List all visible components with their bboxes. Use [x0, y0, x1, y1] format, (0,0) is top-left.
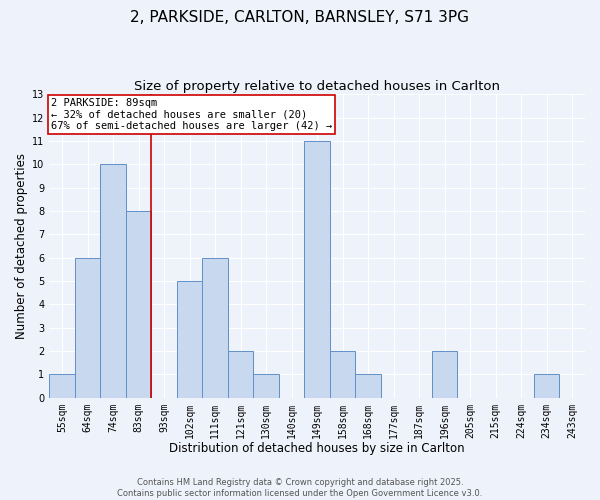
Y-axis label: Number of detached properties: Number of detached properties: [15, 153, 28, 339]
X-axis label: Distribution of detached houses by size in Carlton: Distribution of detached houses by size …: [169, 442, 465, 455]
Bar: [75, 258, 100, 398]
Text: 2 PARKSIDE: 89sqm
← 32% of detached houses are smaller (20)
67% of semi-detached: 2 PARKSIDE: 89sqm ← 32% of detached hous…: [50, 98, 332, 131]
Text: Contains HM Land Registry data © Crown copyright and database right 2025.
Contai: Contains HM Land Registry data © Crown c…: [118, 478, 482, 498]
Bar: [355, 374, 381, 398]
Bar: [100, 164, 126, 398]
Bar: [432, 351, 457, 398]
Bar: [304, 141, 330, 398]
Bar: [330, 351, 355, 398]
Title: Size of property relative to detached houses in Carlton: Size of property relative to detached ho…: [134, 80, 500, 93]
Bar: [126, 211, 151, 398]
Text: 2, PARKSIDE, CARLTON, BARNSLEY, S71 3PG: 2, PARKSIDE, CARLTON, BARNSLEY, S71 3PG: [131, 10, 470, 25]
Bar: [202, 258, 228, 398]
Bar: [253, 374, 279, 398]
Bar: [49, 374, 75, 398]
Bar: [177, 281, 202, 398]
Bar: [228, 351, 253, 398]
Bar: [534, 374, 559, 398]
